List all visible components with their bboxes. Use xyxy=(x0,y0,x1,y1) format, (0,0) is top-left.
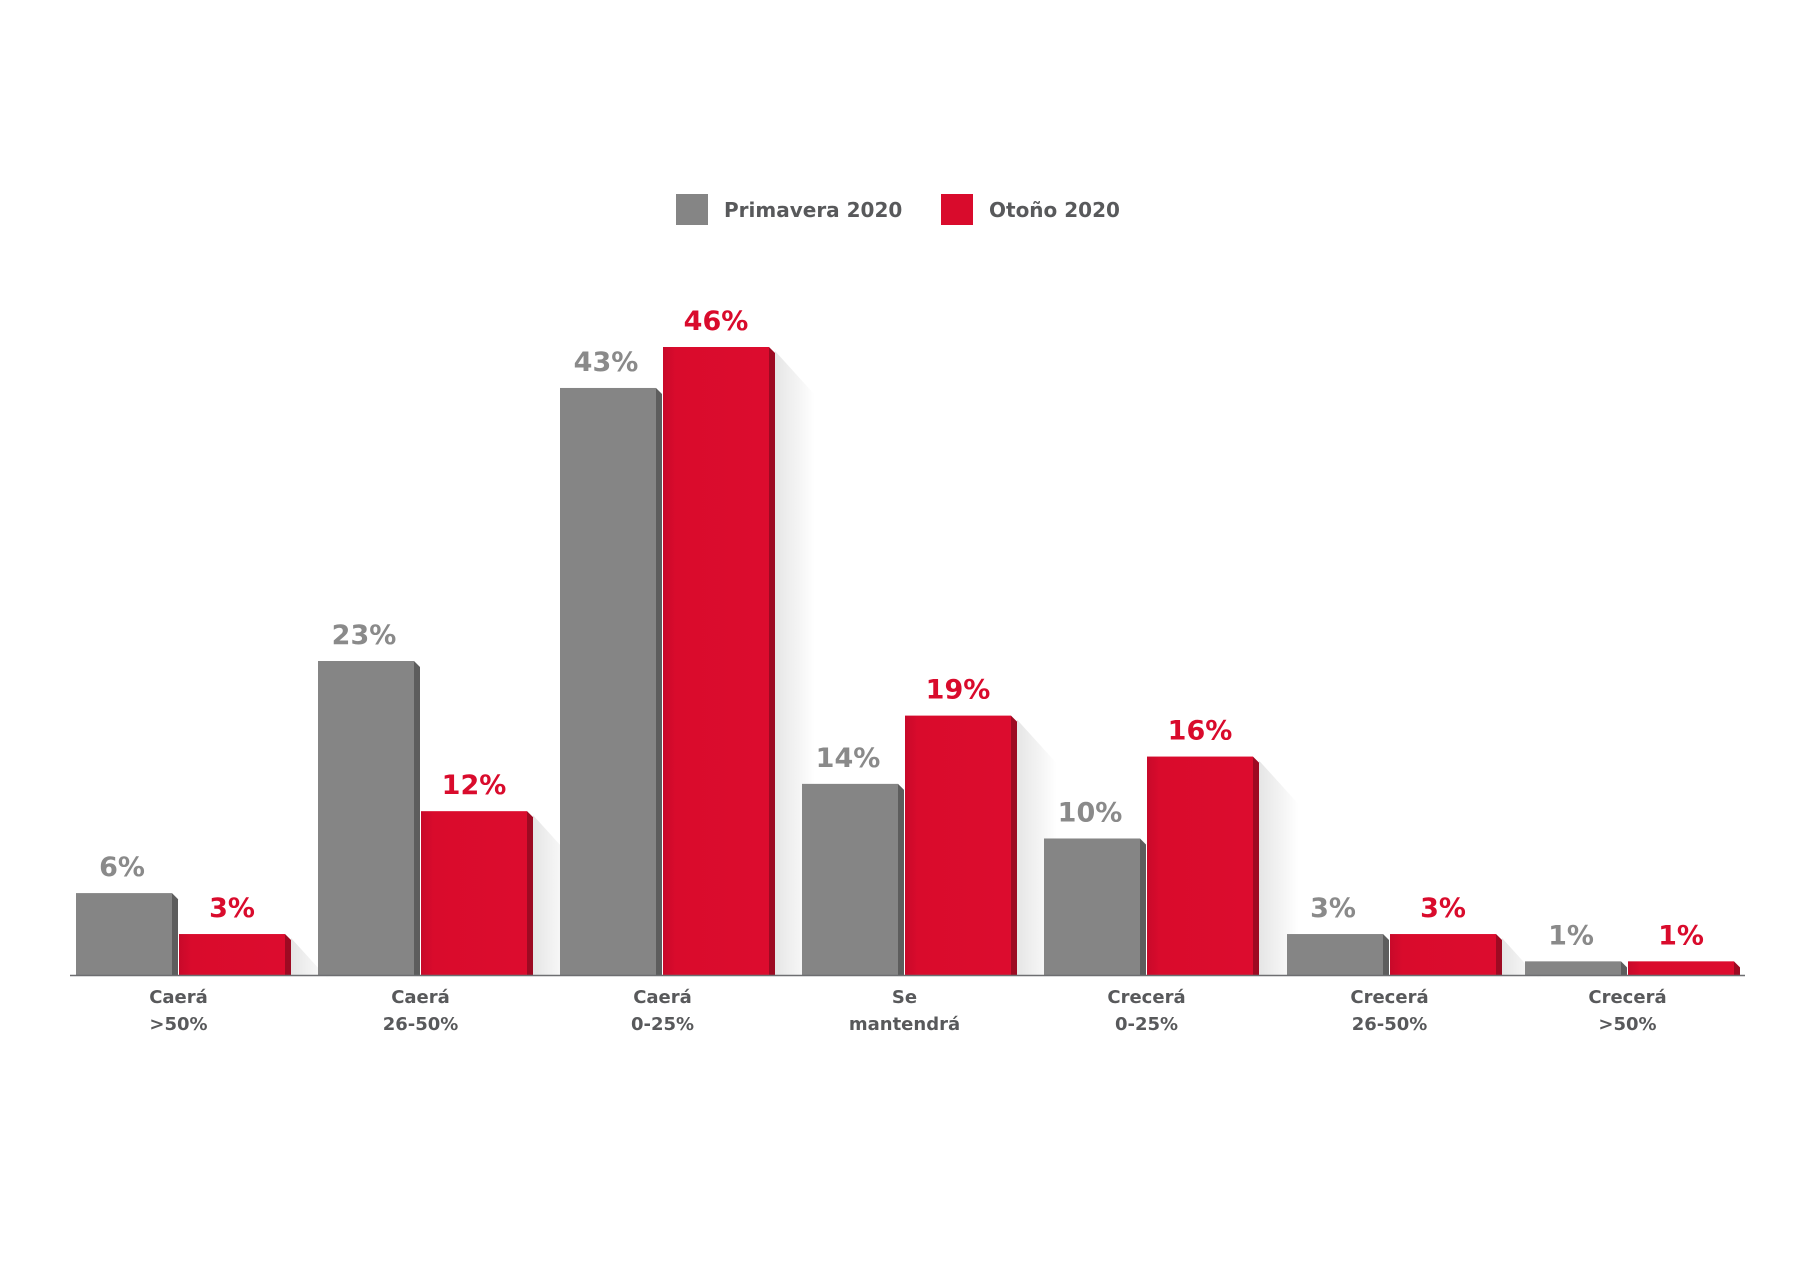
category-label: Crecerá >50% xyxy=(1588,987,1666,1035)
value-label-otono: 12% xyxy=(442,770,507,801)
value-labels: 6% 3% 23% 12% 43% 46% 14% 19% 10% 16% 3% 3% 1% 1% xyxy=(99,306,1704,951)
bar-side xyxy=(898,783,904,975)
bar-otono xyxy=(663,347,775,975)
bar-side xyxy=(1496,934,1502,975)
bar-side xyxy=(1140,838,1146,975)
value-label-otono: 16% xyxy=(1168,716,1233,747)
value-label-otono: 19% xyxy=(926,675,991,706)
bar-side xyxy=(1253,756,1259,975)
category-label-line: Se xyxy=(892,987,917,1008)
category-labels: Caerá >50% Caerá 26-50% Caerá 0-25% Se mantendr… xyxy=(149,987,1666,1035)
category-label-line: 26-50% xyxy=(383,1014,459,1035)
bar-side xyxy=(1621,961,1627,975)
category-label-line: 0-25% xyxy=(631,1014,694,1035)
bar-otono xyxy=(905,715,1017,975)
bar-shadow xyxy=(1259,760,1299,975)
value-label-otono: 1% xyxy=(1658,920,1704,951)
bar-side xyxy=(1734,961,1740,975)
bar-face xyxy=(1147,756,1253,975)
bar-face xyxy=(802,783,898,975)
bar-side xyxy=(1011,715,1017,975)
bar-otono xyxy=(421,811,533,975)
bar-face xyxy=(179,934,285,975)
value-label-primavera: 1% xyxy=(1548,920,1594,951)
legend-item: Primavera 2020 xyxy=(676,194,902,225)
value-label-primavera: 14% xyxy=(816,743,881,774)
legend-item: Otoño 2020 xyxy=(941,194,1120,225)
category-label: Crecerá 26-50% xyxy=(1350,987,1428,1035)
bar-primavera xyxy=(560,387,662,975)
bar-face xyxy=(663,347,769,975)
bar-otono xyxy=(1628,961,1740,975)
bar-side xyxy=(527,811,533,975)
bar-side xyxy=(414,661,420,975)
bar-face xyxy=(421,811,527,975)
bar-side xyxy=(285,934,291,975)
category-label-line: Caerá xyxy=(391,987,450,1008)
bar-otono xyxy=(1390,934,1502,975)
category-label: Crecerá 0-25% xyxy=(1107,987,1185,1035)
category-label-line: >50% xyxy=(149,1014,207,1035)
value-label-otono: 3% xyxy=(1420,893,1466,924)
bar-primavera xyxy=(76,893,178,975)
bars xyxy=(76,347,1740,975)
bar-face xyxy=(1525,961,1621,975)
bar-side xyxy=(172,893,178,975)
bar-primavera xyxy=(1525,961,1627,975)
category-label-line: Crecerá xyxy=(1588,987,1666,1008)
category-label-line: 0-25% xyxy=(1115,1014,1178,1035)
category-label: Caerá >50% xyxy=(149,987,208,1035)
value-label-primavera: 3% xyxy=(1310,893,1356,924)
value-label-primavera: 6% xyxy=(99,852,145,883)
bar-face xyxy=(1390,934,1496,975)
value-label-otono: 46% xyxy=(684,306,749,337)
category-label-line: >50% xyxy=(1598,1014,1656,1035)
bar-side xyxy=(769,347,775,975)
bar-primavera xyxy=(318,661,420,975)
legend-label: Primavera 2020 xyxy=(724,198,902,222)
bar-primavera xyxy=(1044,838,1146,975)
category-label: Se mantendrá xyxy=(849,987,960,1035)
bar-face xyxy=(76,893,172,975)
bar-side xyxy=(1383,934,1389,975)
legend: Primavera 2020 Otoño 2020 xyxy=(676,194,1120,225)
category-label-line: mantendrá xyxy=(849,1014,960,1035)
category-label: Caerá 26-50% xyxy=(383,987,459,1035)
bar-face xyxy=(318,661,414,975)
category-label-line: Caerá xyxy=(149,987,208,1008)
category-label-line: Crecerá xyxy=(1350,987,1428,1008)
legend-swatch xyxy=(676,194,708,225)
category-label-line: Crecerá xyxy=(1107,987,1185,1008)
value-label-otono: 3% xyxy=(209,893,255,924)
legend-label: Otoño 2020 xyxy=(989,198,1120,222)
legend-swatch xyxy=(941,194,973,225)
bar-face xyxy=(1287,934,1383,975)
bar-face xyxy=(905,715,1011,975)
category-label-line: 26-50% xyxy=(1352,1014,1428,1035)
bar-primavera xyxy=(802,783,904,975)
value-label-primavera: 23% xyxy=(332,620,397,651)
bar-otono xyxy=(179,934,291,975)
category-label-line: Caerá xyxy=(633,987,692,1008)
bar-otono xyxy=(1147,756,1259,975)
value-label-primavera: 10% xyxy=(1058,797,1123,828)
bar-face xyxy=(1628,961,1734,975)
category-label: Caerá 0-25% xyxy=(631,987,694,1035)
value-label-primavera: 43% xyxy=(574,347,639,378)
bar-side xyxy=(656,387,662,975)
bar-face xyxy=(560,387,656,975)
bar-primavera xyxy=(1287,934,1389,975)
bar-face xyxy=(1044,838,1140,975)
